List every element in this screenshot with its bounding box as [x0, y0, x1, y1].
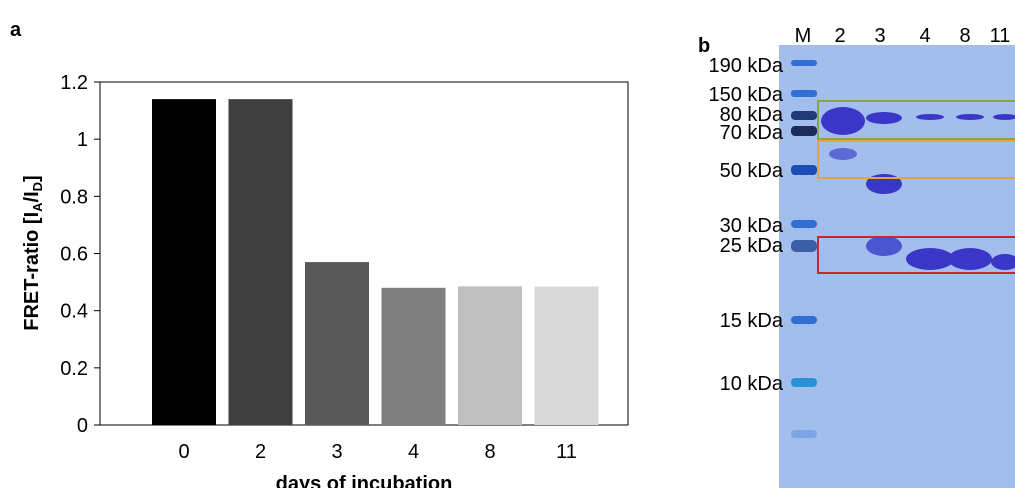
bar [152, 99, 216, 425]
marker-label: 190 kDa [709, 55, 784, 77]
gel-image [779, 45, 1015, 488]
x-tick-label: 3 [331, 441, 342, 463]
y-tick-label: 0 [77, 415, 88, 437]
bar [305, 262, 369, 425]
x-tick-label: 0 [178, 441, 189, 463]
y-tick-label: 0.6 [60, 244, 88, 266]
y-axis-label-part: ] [21, 175, 43, 182]
bar [229, 99, 293, 425]
lane-label: 11 [990, 25, 1011, 47]
bar [458, 286, 522, 425]
marker-label: 150 kDa [709, 84, 784, 106]
x-axis-label: days of incubation [276, 473, 453, 488]
marker-label: 70 kDa [720, 122, 784, 144]
x-tick-label: 11 [556, 441, 577, 463]
y-axis-label-part: FRET-ratio [I [21, 212, 43, 331]
y-axis-label-part: /I [21, 191, 43, 202]
marker-label: 50 kDa [720, 160, 784, 182]
y-tick-label: 0.8 [60, 186, 88, 208]
panel-label: b [698, 35, 710, 57]
lane-label: 3 [874, 25, 885, 47]
x-tick-label: 8 [484, 441, 495, 463]
marker-label: 30 kDa [720, 215, 784, 237]
lane-label: 4 [919, 25, 930, 47]
y-tick-label: 1.2 [60, 72, 88, 94]
marker-label: 25 kDa [720, 235, 784, 257]
bar [382, 288, 446, 425]
lane-label: M [795, 25, 812, 47]
x-tick-label: 4 [408, 441, 419, 463]
x-tick-label: 2 [255, 441, 266, 463]
lane-label: 2 [834, 25, 845, 47]
y-axis-label: FRET-ratio [IA/ID] [21, 175, 45, 330]
y-tick-label: 1 [77, 129, 88, 151]
panel-label: a [10, 19, 22, 41]
lane-label: 8 [959, 25, 970, 47]
y-tick-label: 0.4 [60, 301, 88, 323]
bar [535, 286, 599, 425]
marker-label: 15 kDa [720, 310, 784, 332]
marker-label: 10 kDa [720, 373, 784, 395]
y-tick-label: 0.2 [60, 358, 88, 380]
figure: a b [0, 0, 1015, 488]
y-axis-label-part: D [30, 182, 45, 191]
